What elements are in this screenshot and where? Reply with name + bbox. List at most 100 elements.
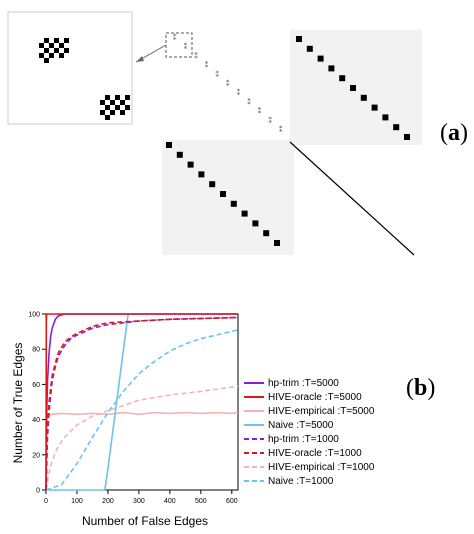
tiny-block-mark: ⁑ [258,108,262,116]
diagonal-square [166,142,172,148]
y-tick-label: 20 [32,452,40,459]
y-tick-label: 0 [36,488,40,495]
legend-label: HIVE-oracle :T=1000 [268,448,362,459]
chart-legend: hp-trim :T=5000 HIVE-oracle :T=5000 HIVE-e… [244,378,375,487]
diagonal-square [382,114,389,121]
tiny-block-mark: ⁑ [184,43,188,51]
diagonal-square [317,55,324,62]
inset-cell [44,48,49,53]
dashed-diagonal: ⁑ ⁑ ⁑ ⁑ ⁑ ⁑ ⁑ ⁑ ⁑ ⁑ ⁑ [173,34,283,134]
diagonal-square [252,220,259,227]
inset-top-block [39,38,69,63]
zoom-arrow-head [136,56,144,62]
x-tick-label: 300 [133,498,145,505]
inset-cell [100,100,105,105]
panel-label-b: (b) [406,375,436,401]
diagonal-square [187,161,194,168]
series-line-0 [45,313,238,491]
tiny-block-mark: ⁑ [194,52,198,60]
inset-cell [115,105,120,110]
inset-cell [49,43,54,48]
legend-label: Naive :T=1000 [268,476,334,487]
tiny-block-mark: ⁑ [268,117,272,125]
diagonal-square [220,191,226,197]
diagonal-square [230,200,237,207]
tiny-block-mark: ⁑ [247,98,251,106]
plot-frame [45,313,239,491]
legend-label: hp-trim :T=1000 [268,434,339,445]
x-tick-label: 100 [71,498,83,505]
x-tick-label: 400 [164,498,176,505]
inset-cell [105,95,110,100]
diagonal-square [209,181,216,188]
x-tick-label: 500 [195,498,207,505]
chart-axes: 0 100 200 300 400 500 600 0 20 40 60 80 100 [28,312,239,505]
x-tick-label: 200 [102,498,114,505]
tiny-block-mark: ⁑ [279,126,283,134]
diagonal-square [328,65,335,72]
series-line-7 [45,329,239,491]
inset-cell [44,58,49,63]
diagonal-square [360,94,367,101]
inset-cell [105,105,110,110]
tiny-block-mark: ⁑ [226,80,230,88]
inset-cell [105,115,110,120]
inset-cell [125,95,130,100]
legend-label: HIVE-empirical :T=1000 [268,462,375,473]
tiny-block-mark: ⁑ [205,62,209,70]
series-line-1 [45,313,238,491]
inset-cell [49,53,54,58]
inset-cell [44,38,49,43]
inset-cell [120,110,125,115]
series-line-4 [45,316,239,491]
x-tick-label: 600 [226,498,238,505]
chart-series [45,313,239,491]
diagonal-square [371,104,378,111]
block-bottom-left-squares [166,142,280,246]
legend-label: Naive :T=5000 [268,420,334,431]
tiny-block-mark: ⁑ [173,34,177,42]
inset-cell [39,53,44,58]
series-line-3 [46,313,129,491]
panel-label-a: (a) [440,120,468,146]
series-line-5 [45,316,239,491]
tiny-block-mark: ⁑ [237,89,241,97]
main-diagonal-line [289,141,415,256]
block-bottom-left [162,140,294,255]
block-top-right-squares [296,36,410,140]
inset-cell [59,43,64,48]
diagonal-square [404,134,410,140]
diagonal-square [198,171,205,178]
inset-cell [54,38,59,43]
tiny-block-mark: ⁑ [215,71,219,79]
diagonal-square [263,230,270,237]
zoom-selection-box [165,32,193,58]
inset-cell [100,110,105,115]
inset-cell [110,110,115,115]
inset-cell [64,48,69,53]
inset-cell [120,100,125,105]
inset-cell [115,95,120,100]
zoom-inset-box [7,11,133,125]
legend-label: HIVE-empirical :T=5000 [268,406,375,417]
diagonal-square [274,240,280,246]
legend-label: hp-trim :T=5000 [268,378,339,389]
diagonal-square [241,210,248,217]
inset-cell [125,105,130,110]
series-line-2 [45,411,239,491]
series-line-6 [45,385,239,491]
x-axis-label: Number of False Edges [82,514,208,528]
diagonal-square [296,36,302,42]
inset-cell [64,38,69,43]
inset-bottom-block [100,95,130,120]
inset-cell [54,48,59,53]
panel-b-chart: 0 100 200 300 400 500 600 0 20 40 60 80 100 hp-trim … [11,312,375,529]
diagonal-square [393,124,400,131]
inset-cell [110,100,115,105]
inset-cell [59,53,64,58]
diagonal-square [339,75,346,82]
y-axis-label: Number of True Edges [11,343,25,464]
legend-label: HIVE-oracle :T=5000 [268,392,362,403]
y-tick-label: 100 [28,312,40,319]
